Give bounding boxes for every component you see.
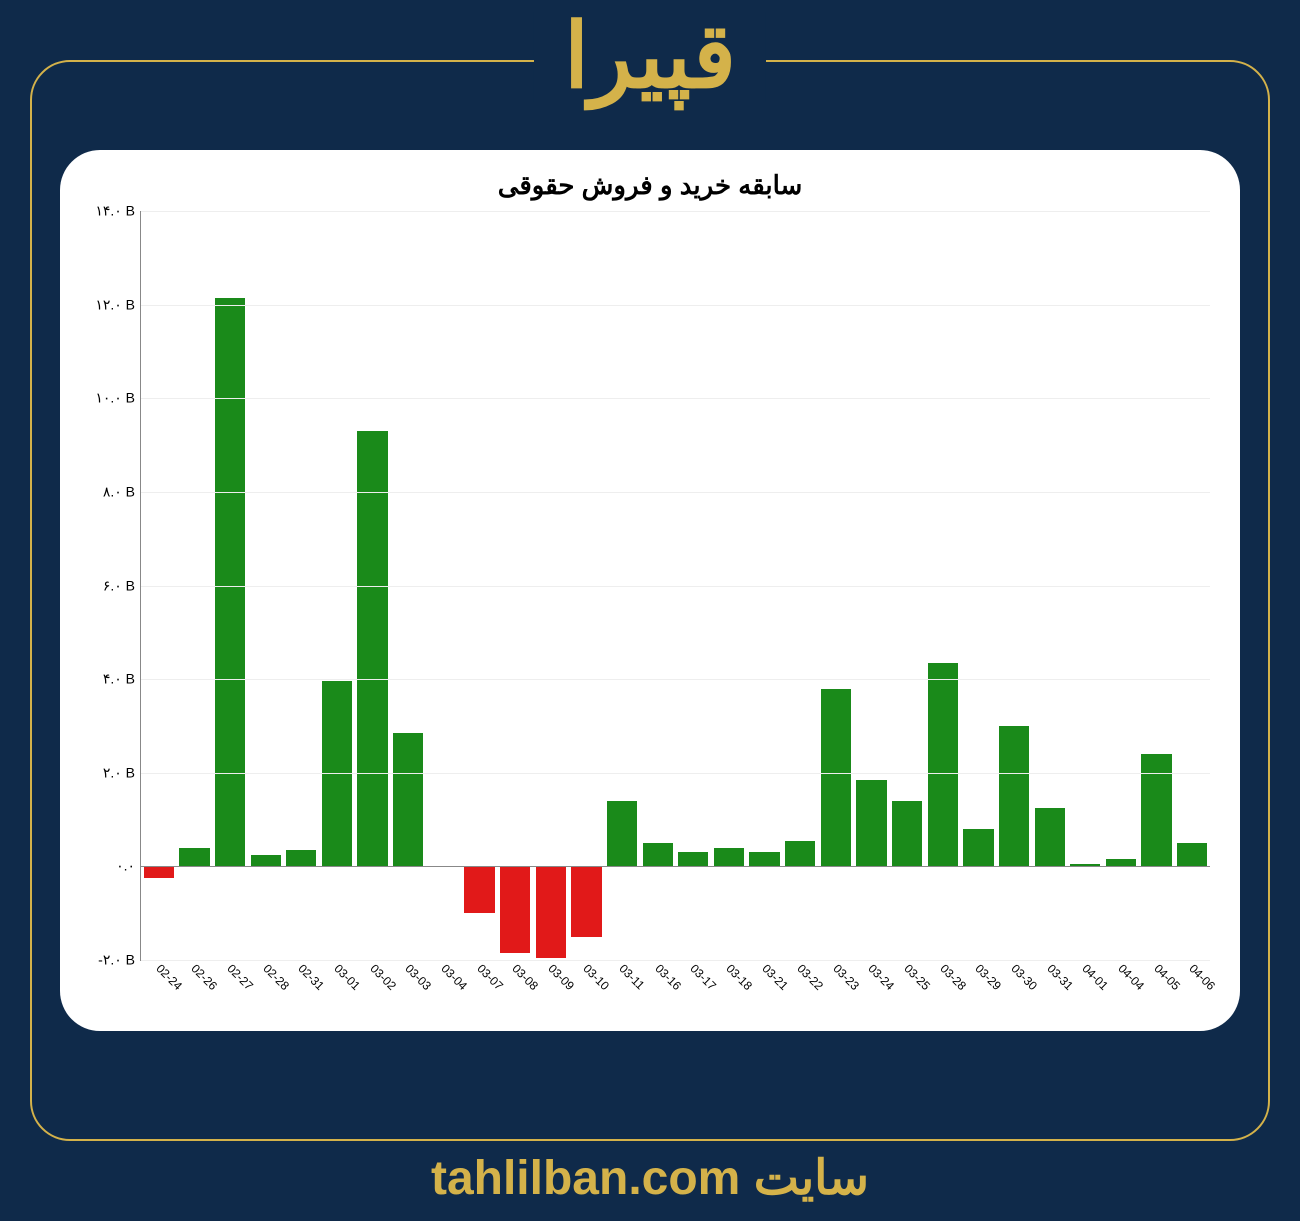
gridline xyxy=(141,773,1210,774)
x-tick-label: 03-17 xyxy=(688,961,720,993)
bar xyxy=(714,848,744,867)
x-tick-label: 03-11 xyxy=(616,961,647,992)
gridline xyxy=(141,960,1210,961)
gridline xyxy=(141,679,1210,680)
x-tick-label: 03-31 xyxy=(1044,961,1076,993)
bar xyxy=(536,866,566,957)
gridline xyxy=(141,305,1210,306)
bar xyxy=(1141,754,1171,866)
x-tick-label: 03-30 xyxy=(1008,961,1040,993)
bar xyxy=(821,689,851,867)
x-tick-label: 03-22 xyxy=(795,961,827,993)
bar xyxy=(785,841,815,867)
bar xyxy=(215,298,245,867)
x-tick-label: 02-28 xyxy=(260,961,292,993)
y-tick-label: -۲.۰ B xyxy=(98,952,141,969)
y-tick-label: ۸.۰ B xyxy=(103,483,141,500)
gridline xyxy=(141,492,1210,493)
y-tick-label: ۱۴.۰ B xyxy=(95,203,141,220)
bar xyxy=(464,866,494,913)
bar xyxy=(286,850,316,866)
x-tick-label: 03-29 xyxy=(973,961,1005,993)
bar xyxy=(1035,808,1065,867)
x-tick-label: 03-04 xyxy=(438,961,470,993)
x-tick-label: 03-08 xyxy=(509,961,541,993)
x-tick-label: 03-24 xyxy=(866,961,898,993)
bar xyxy=(999,726,1029,866)
y-tick-label: ۱۲.۰ B xyxy=(95,296,141,313)
gridline xyxy=(141,866,1210,867)
bar xyxy=(144,866,174,878)
bar xyxy=(571,866,601,936)
footer-label: سایت xyxy=(754,1152,869,1205)
x-tick-label: 02-26 xyxy=(189,961,221,993)
bar xyxy=(251,855,281,867)
bar xyxy=(963,829,993,866)
bar xyxy=(856,780,886,867)
x-tick-label: 03-18 xyxy=(723,961,755,993)
bar xyxy=(393,733,423,866)
y-tick-label: ۲.۰ B xyxy=(103,764,141,781)
x-tick-label: 02-24 xyxy=(153,961,185,993)
x-tick-label: 03-10 xyxy=(581,961,613,993)
bar xyxy=(892,801,922,867)
x-tick-label: 04-05 xyxy=(1151,961,1183,993)
gridline xyxy=(141,211,1210,212)
x-tick-label: 03-09 xyxy=(545,961,577,993)
chart-area: -۲.۰ B ۰.۰ ۲.۰ B ۴.۰ B ۶.۰ B ۸.۰ B ۱۰.۰ B ۱۲.۰ … xyxy=(85,211,1215,1016)
y-tick-label: ۱۰.۰ B xyxy=(95,390,141,407)
x-tick-label: 03-03 xyxy=(403,961,435,993)
bar xyxy=(322,681,352,866)
footer-url: tahlilban.com xyxy=(431,1152,740,1205)
bar xyxy=(678,852,708,866)
chart-card: سابقه خرید و فروش حقوقی -۲.۰ B ۰.۰ ۲.۰ B ۴.… xyxy=(60,150,1240,1031)
x-tick-label: 04-04 xyxy=(1115,961,1147,993)
x-tick-label: 03-01 xyxy=(331,961,363,993)
y-tick-label: ۶.۰ B xyxy=(103,577,141,594)
bar xyxy=(1106,859,1136,866)
x-tick-label: 03-02 xyxy=(367,961,399,993)
x-tick-label: 04-06 xyxy=(1187,961,1219,993)
y-tick-label: ۴.۰ B xyxy=(103,671,141,688)
x-tick-label: 03-21 xyxy=(759,961,791,993)
x-tick-label: 03-25 xyxy=(901,961,933,993)
x-tick-label: 04-01 xyxy=(1080,961,1112,993)
chart-title: سابقه خرید و فروش حقوقی xyxy=(85,170,1215,201)
x-tick-label: 03-23 xyxy=(830,961,862,993)
bar xyxy=(643,843,673,866)
y-tick-label: ۰.۰ xyxy=(116,858,141,875)
gridline xyxy=(141,586,1210,587)
stock-symbol: قپیرا xyxy=(564,12,736,102)
x-tick-label: 03-28 xyxy=(937,961,969,993)
x-tick-label: 03-07 xyxy=(474,961,506,993)
bar xyxy=(179,848,209,867)
bar xyxy=(357,431,387,866)
footer: سایت tahlilban.com xyxy=(0,1150,1300,1206)
bar xyxy=(1177,843,1207,866)
x-tick-label: 02-31 xyxy=(296,961,328,993)
bar xyxy=(500,866,530,953)
x-tick-label: 03-16 xyxy=(652,961,684,993)
gridline xyxy=(141,398,1210,399)
bar xyxy=(607,801,637,867)
bar xyxy=(928,663,958,867)
bar xyxy=(749,852,779,866)
plot-region: -۲.۰ B۰.۰۲.۰ B۴.۰ B۶.۰ B۸.۰ B۱۰.۰ B۱۲.۰ … xyxy=(140,211,1210,961)
header-mask: قپیرا xyxy=(534,12,766,102)
x-tick-label: 02-27 xyxy=(224,961,256,993)
